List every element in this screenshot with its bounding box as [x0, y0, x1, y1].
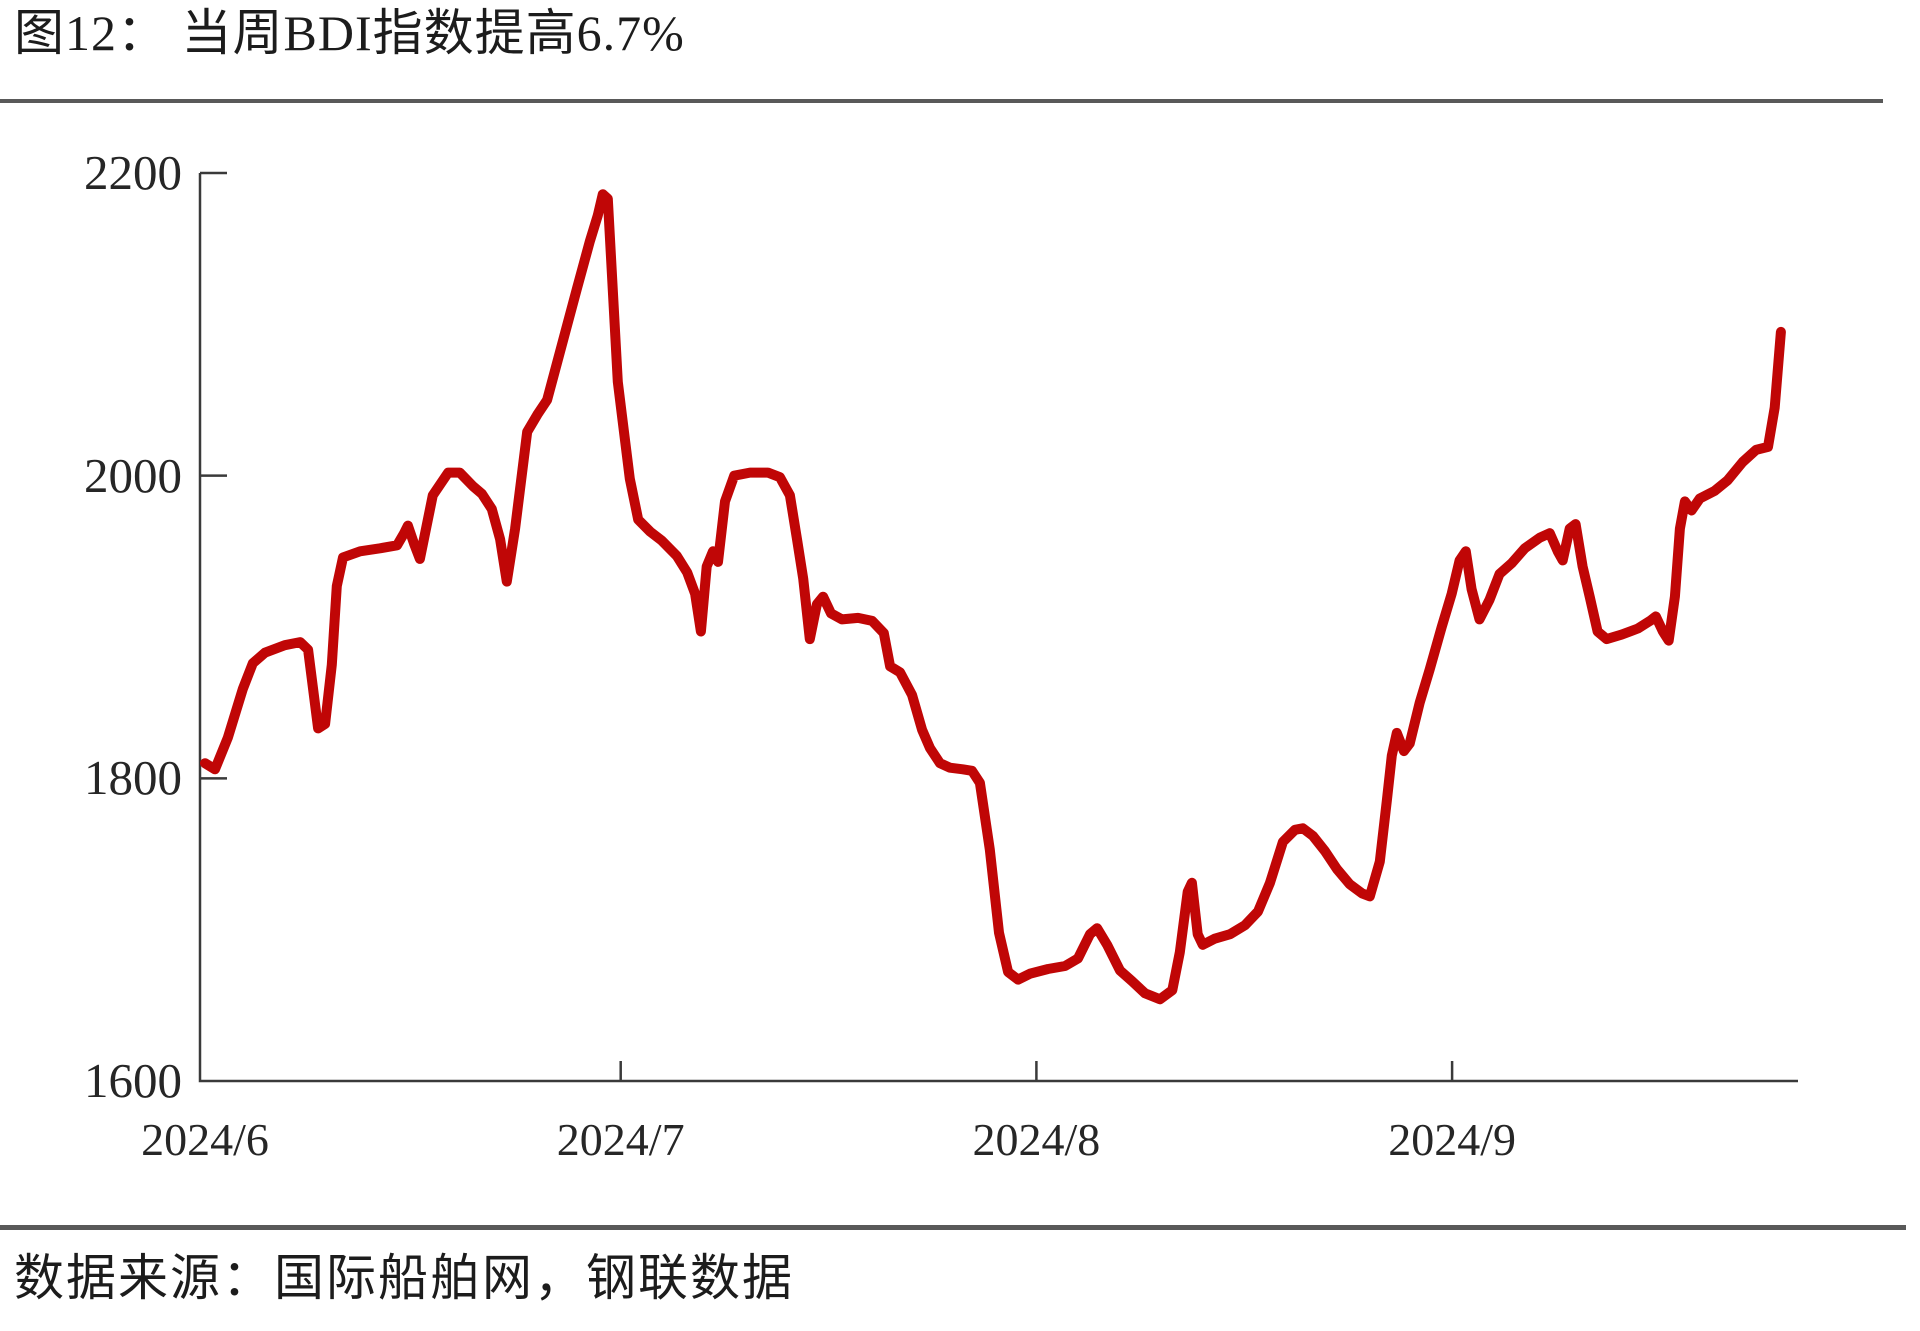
x-tick-label: 2024/9 [1388, 1114, 1516, 1165]
y-tick-label: 1800 [84, 750, 182, 806]
figure-title: 图12： 当周BDI指数提高6.7% [14, 5, 685, 61]
footer-divider-rule [0, 1225, 1906, 1230]
x-tick-label: 2024/8 [972, 1114, 1101, 1165]
x-tick-label: 2024/7 [556, 1114, 685, 1165]
data-source-note: 数据来源：国际船舶网，钢联数据 [14, 1250, 794, 1306]
y-tick-label: 2000 [84, 447, 182, 503]
y-tick-label: 1600 [84, 1053, 182, 1108]
x-tick-label: 2024/6 [141, 1114, 269, 1165]
bdi-index-line [200, 189, 1786, 1005]
y-tick-label: 2200 [84, 145, 182, 200]
title-divider-rule [0, 99, 1883, 103]
